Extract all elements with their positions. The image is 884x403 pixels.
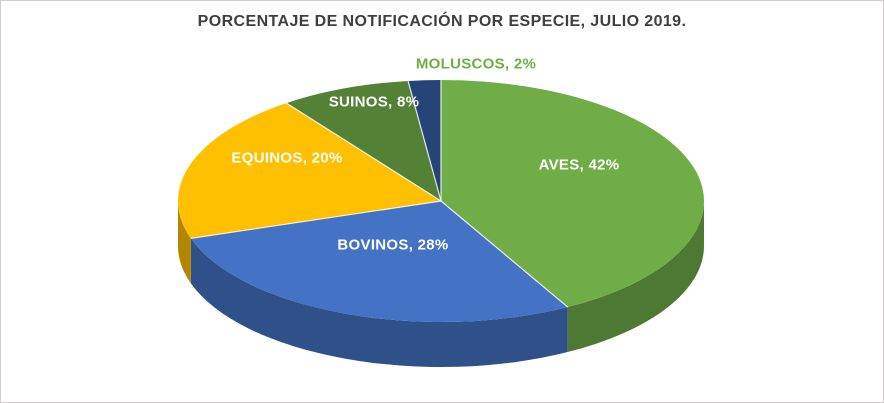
pie-divider <box>286 102 442 202</box>
pie-slice-suinos <box>286 80 441 201</box>
pie-tops <box>178 80 704 322</box>
pie-wall-equinos <box>178 201 191 284</box>
chart-title: PORCENTAJE DE NOTIFICACIÓN POR ESPECIE, … <box>197 13 687 30</box>
pie-divider <box>190 200 442 239</box>
slice-label-suinos: SUINOS, 8% <box>329 94 420 111</box>
pie-slice-aves <box>441 80 704 308</box>
pie-divider <box>440 200 569 308</box>
pie-divider <box>407 80 442 202</box>
pie-wall-aves <box>567 201 704 353</box>
pie-wall-bovinos <box>190 238 568 367</box>
slice-label-equinos: EQUINOS, 20% <box>231 150 342 167</box>
pie-dividers <box>190 80 569 308</box>
slice-label-bovinos: BOVINOS, 28% <box>337 237 448 254</box>
pie-walls <box>178 201 704 367</box>
slice-label-moluscos: MOLUSCOS, 2% <box>416 56 536 73</box>
pie-slice-bovinos <box>190 201 568 322</box>
pie-labels: AVES, 42% BOVINOS, 28% EQUINOS, 20% SUINOS,… <box>231 56 619 254</box>
slice-label-aves: AVES, 42% <box>539 157 620 174</box>
pie-slice-equinos <box>178 103 442 239</box>
